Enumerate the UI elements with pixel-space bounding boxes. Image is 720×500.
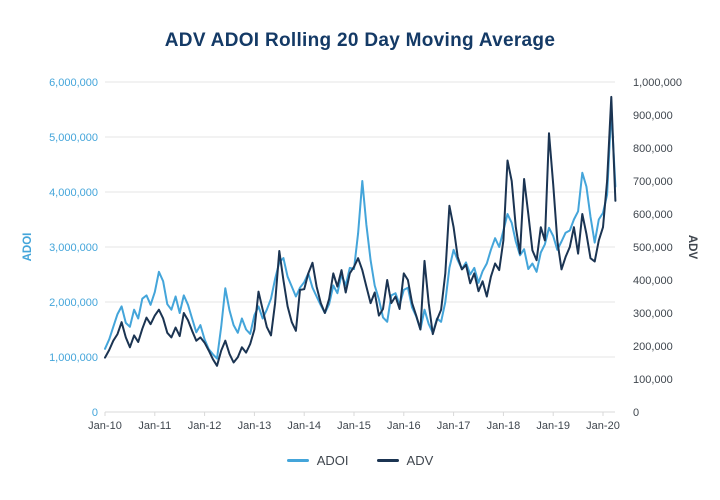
x-axis-tick-label: Jan-16 (387, 420, 421, 432)
x-axis-tick-label: Jan-17 (437, 420, 471, 432)
right-axis-tick-label: 100,000 (633, 374, 673, 386)
left-axis-tick-label: 0 (92, 407, 98, 419)
left-axis-tick-label: 5,000,000 (49, 132, 98, 144)
right-axis-tick-label: 700,000 (633, 176, 673, 188)
right-axis-tick-label: 0 (633, 407, 639, 419)
adv-line (104, 95, 617, 367)
left-axis-tick-label: 1,000,000 (49, 352, 98, 364)
x-axis-tick-label: Jan-10 (88, 420, 122, 432)
x-axis-tick-label: Jan-14 (287, 420, 321, 432)
legend-item-adv[interactable]: ADV (376, 453, 434, 468)
left-axis-tick-label: 3,000,000 (49, 242, 98, 254)
x-axis-tick-label: Jan-11 (138, 420, 171, 432)
right-axis-tick-label: 500,000 (633, 242, 673, 254)
x-axis-tick-label: Jan-18 (487, 420, 521, 432)
x-axis-tick-label: Jan-15 (337, 420, 371, 432)
legend: ADOI ADV (0, 453, 720, 468)
left-axis-tick-label: 2,000,000 (49, 297, 98, 309)
chart-title: ADV ADOI Rolling 20 Day Moving Average (164, 30, 556, 51)
right-axis-tick-label: 400,000 (633, 275, 673, 287)
adv-line-swatch (376, 459, 399, 462)
right-axis-tick-label: 200,000 (633, 341, 673, 353)
left-axis-tick-label: 4,000,000 (49, 187, 98, 199)
right-axis-tick-label: 800,000 (633, 143, 673, 155)
x-axis-tick-label: Jan-13 (238, 420, 272, 432)
right-axis-tick-label: 300,000 (633, 308, 673, 320)
left-axis-tick-label: 6,000,000 (49, 77, 98, 89)
legend-label-adv: ADV (406, 453, 434, 468)
legend-item-adoi[interactable]: ADOI (286, 453, 349, 468)
x-axis-tick-label: Jan-20 (586, 420, 620, 432)
x-axis-tick-label: Jan-12 (188, 420, 222, 432)
right-axis-tick-label: 900,000 (633, 110, 673, 122)
right-axis-tick-label: 600,000 (633, 209, 673, 221)
x-axis-tick-label: Jan-19 (536, 420, 570, 432)
right-axis-tick-label: 1,000,000 (633, 77, 682, 89)
legend-label-adoi: ADOI (316, 453, 349, 468)
adoi-line (104, 108, 617, 360)
adoi-line-swatch (286, 459, 309, 462)
